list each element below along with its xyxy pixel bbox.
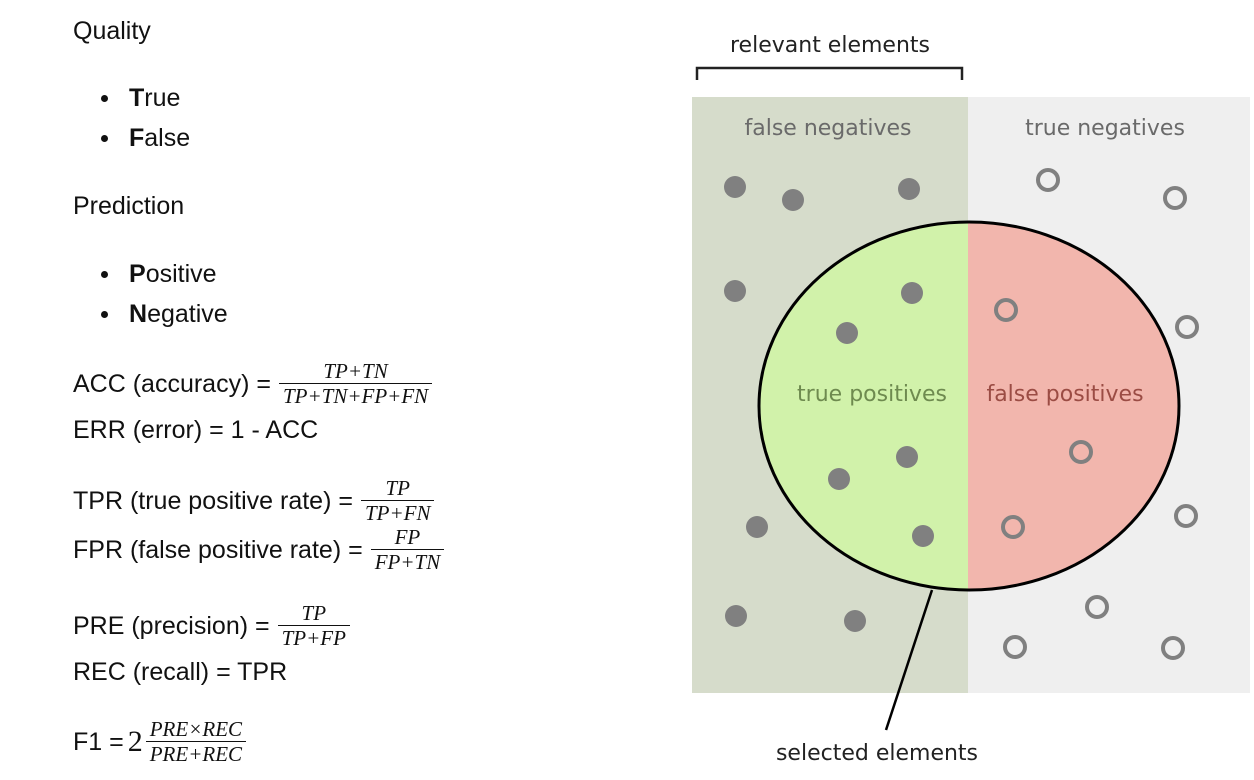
denominator: TP+FP (277, 625, 350, 650)
fraction: TP+TN TP+TN+FP+FN (278, 359, 433, 408)
initial-true: T (129, 84, 145, 112)
denominator: TP+FN (360, 500, 435, 525)
denominator: TP+TN+FP+FN (278, 383, 433, 408)
formula-pre: PRE (precision) = TP TP+FP (73, 602, 350, 650)
selected-elements-label: selected elements (776, 741, 978, 766)
relevant-element-dot (724, 280, 746, 302)
relevant-bracket (695, 66, 964, 80)
rest-positive: ositive (145, 260, 217, 288)
irrelevant-element-ring (1069, 440, 1093, 464)
formula-acc: ACC (accuracy) = TP+TN TP+TN+FP+FN (73, 359, 433, 408)
rest-true: rue (144, 84, 181, 112)
initial-negative: N (129, 300, 148, 328)
relevant-element-dot (828, 468, 850, 490)
irrelevant-element-ring (1161, 636, 1185, 660)
bullet-icon (101, 94, 108, 102)
relevant-element-dot (725, 605, 747, 627)
true-negatives-label: true negatives (1025, 116, 1185, 141)
numerator: TP (301, 601, 327, 625)
rest-negative: egative (147, 300, 228, 328)
fraction: TP TP+FP (277, 601, 350, 650)
list-item-true: True (73, 83, 180, 113)
numerator: PRE×REC (149, 717, 243, 741)
formula-f1: F1 = 2 PRE×REC PRE+REC (73, 717, 247, 766)
list-item-negative: Negative (73, 299, 228, 329)
fraction: PRE×REC PRE+REC (145, 717, 247, 766)
formula-tpr: TPR (true positive rate) = TP TP+FN (73, 476, 435, 525)
relevant-element-dot (836, 322, 858, 344)
relevant-element-dot (901, 282, 923, 304)
irrelevant-element-ring (994, 298, 1018, 322)
false-positives-label: false positives (986, 382, 1143, 407)
formula-f1-coefficient: 2 (127, 725, 143, 758)
formula-pre-label: PRE (precision) = (73, 612, 270, 640)
list-item-positive: Positive (73, 259, 217, 289)
irrelevant-element-ring (1163, 186, 1187, 210)
bullet-icon (101, 270, 108, 278)
formula-fpr-label: FPR (false positive rate) = (73, 536, 363, 564)
formula-rec-label: REC (recall) = TPR (73, 658, 288, 686)
denominator: PRE+REC (145, 741, 247, 766)
numerator: FP (394, 525, 421, 549)
formula-fpr: FPR (false positive rate) = FP FP+TN (73, 525, 445, 574)
irrelevant-element-ring (1174, 504, 1198, 528)
formula-acc-label: ACC (accuracy) = (73, 370, 271, 398)
irrelevant-element-ring (1003, 635, 1027, 659)
formula-f1-label: F1 = (73, 728, 124, 756)
denominator: FP+TN (370, 549, 445, 574)
relevant-element-dot (912, 525, 934, 547)
relevant-element-dot (898, 178, 920, 200)
irrelevant-element-ring (1175, 315, 1199, 339)
formula-err-label: ERR (error) = 1 - ACC (73, 416, 319, 444)
relevant-element-dot (746, 516, 768, 538)
relevant-element-dot (724, 176, 746, 198)
selected-pointer-line (884, 589, 934, 731)
fraction: FP FP+TN (370, 525, 445, 574)
initial-false: F (129, 124, 145, 152)
numerator: TP (385, 476, 410, 500)
fraction: TP TP+FN (360, 476, 435, 525)
numerator: TP+TN (323, 359, 388, 383)
initial-positive: P (129, 260, 146, 288)
rest-false: alse (144, 124, 191, 152)
selected-elements-boundary (757, 220, 1181, 592)
irrelevant-element-ring (1001, 515, 1025, 539)
diagram-canvas: relevant elements selected elements fals… (692, 33, 1250, 766)
list-item-false: False (73, 123, 190, 153)
irrelevant-element-ring (1036, 168, 1060, 192)
formula-err: ERR (error) = 1 - ACC (73, 415, 318, 445)
quality-heading: Quality (73, 17, 151, 45)
precision-recall-diagram: relevant elements selected elements fals… (640, 0, 1254, 780)
formula-rec: REC (recall) = TPR (73, 657, 287, 687)
formula-tpr-label: TPR (true positive rate) = (73, 487, 353, 515)
bullet-icon (101, 134, 108, 142)
definitions-panel: Quality True False Prediction Positive N… (73, 0, 633, 780)
relevant-element-dot (844, 610, 866, 632)
prediction-heading: Prediction (73, 192, 185, 220)
irrelevant-element-ring (1085, 595, 1109, 619)
relevant-element-dot (782, 189, 804, 211)
element-markers (724, 168, 1199, 660)
bullet-icon (101, 310, 108, 318)
relevant-element-dot (896, 446, 918, 468)
relevant-elements-label: relevant elements (730, 33, 930, 58)
true-positives-label: true positives (797, 382, 947, 407)
false-negatives-label: false negatives (744, 116, 911, 141)
